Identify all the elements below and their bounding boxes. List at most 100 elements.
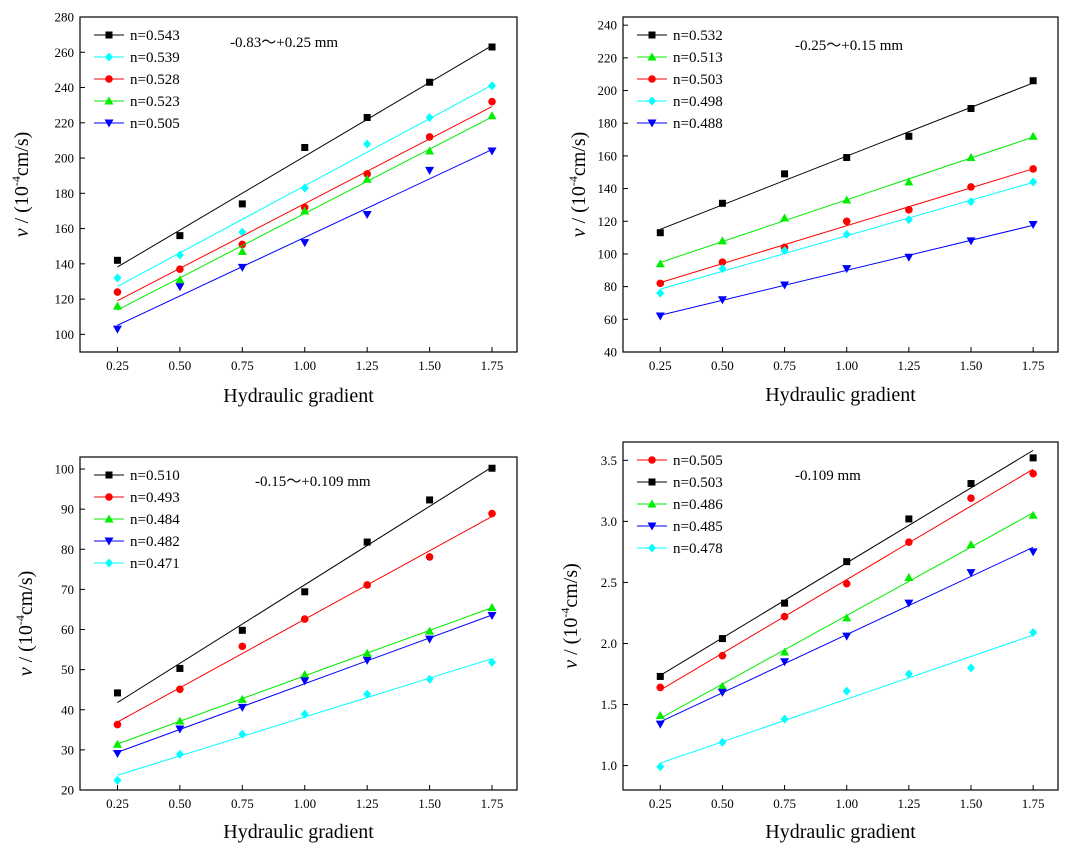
x-tick-label: 0.25 [106,796,129,811]
data-point [1028,548,1038,557]
legend-entry: n=0.488 [637,116,723,132]
data-point [488,509,496,518]
data-point [425,146,435,155]
data-point [112,325,122,334]
y-axis-label-var: v [568,223,590,237]
data-point [363,689,372,699]
series-n=0.478 [656,627,1038,772]
series-n=0.510 [113,464,496,704]
y-tick-label: 200 [55,151,75,166]
data-point [362,656,372,665]
x-tick-label: 1.75 [481,796,504,811]
y-tick-label: 220 [55,115,75,130]
y-axis-label-tail: cm/s) [15,571,37,615]
legend-label: n=0.482 [130,534,180,550]
x-tick-label: 1.50 [418,796,441,811]
data-point [237,703,247,712]
data-point [237,247,247,255]
data-point [175,749,184,759]
data-point [487,602,497,611]
data-point [966,153,976,162]
chart-panel-4: 0.25 0.50 0.75 1.00 1.25 1.50 1.75 1.0 1.5 2.0 2.5… [558,441,1059,843]
data-point [175,716,185,725]
data-point [113,288,122,296]
data-point [300,239,310,248]
y-tick-label: 40 [604,345,617,360]
data-point [1028,131,1038,140]
y-tick-label: 1.0 [601,758,617,773]
data-point [967,663,975,673]
data-point [905,538,913,546]
plot-frame [622,16,1059,353]
data-point [904,599,914,608]
legend-entry: n=0.532 [637,28,723,44]
x-tick-label: 0.50 [711,358,734,373]
x-tick-label: 1.00 [293,796,316,811]
legend-marker [105,52,113,62]
legend-entry: n=0.539 [94,50,180,66]
legend-label: n=0.505 [130,116,180,132]
size-range-annotation: -0.15～+0.109 mm [255,474,371,490]
legend-marker [104,96,114,105]
x-tick-label: 1.25 [356,358,379,373]
y-tick-label: 2.0 [601,636,617,651]
x-tick-label: 0.25 [649,796,672,811]
data-point [1029,469,1037,478]
series-n=0.484 [112,602,497,748]
x-tick-label: 1.50 [418,358,441,373]
legend-label: n=0.484 [130,512,180,528]
legend-label: n=0.488 [673,116,723,132]
series-n=0.485 [655,546,1038,729]
data-point [1029,165,1037,173]
legend-marker [647,52,657,61]
y-tick-label: 20 [61,783,74,798]
legend-marker [104,514,114,523]
data-point [363,114,371,121]
data-point [425,626,435,635]
data-point [426,78,434,86]
data-point [842,195,852,204]
legend-entry: n=0.493 [94,490,180,506]
legend-marker [647,522,657,531]
series-n=0.503 [656,165,1037,288]
series-n=0.498 [656,177,1038,298]
x-tick-label: 0.75 [773,358,796,373]
legend: n=0.543 n=0.539 n=0.528 n=0.523 n=0.505 [94,28,180,132]
legend-label: n=0.478 [673,541,723,557]
fit-line [117,149,493,326]
data-point [966,237,976,246]
x-axis-label: Hydraulic gradient [765,384,916,406]
y-axis-label-unit: / (10 [560,618,582,655]
y-tick-label: 160 [598,148,618,163]
legend-marker [104,537,114,546]
y-axis-label-exp: -4 [566,176,580,186]
y-axis-label-unit: / (10 [15,625,37,662]
data-point [175,250,184,260]
legend-entry: n=0.498 [637,94,723,110]
legend-marker [648,543,656,553]
data-point [488,464,496,472]
y-axis-label: v / (10-4cm/s) [13,571,37,677]
legend: n=0.510 n=0.493 n=0.484 n=0.482 n=0.471 [94,468,180,572]
series-n=0.532 [656,77,1037,237]
x-axis-label: Hydraulic gradient [765,821,916,843]
y-tick-label: 80 [61,542,74,557]
legend-marker [648,31,656,39]
y-tick-label: 3.5 [601,453,617,468]
data-point [175,725,185,734]
y-tick-label: 100 [598,246,618,261]
y-tick-label: 140 [55,256,75,271]
legend-entry: n=0.523 [94,94,180,110]
size-range-annotation: -0.109 mm [795,468,861,484]
series-n=0.505 [656,468,1037,692]
y-tick-label: 240 [598,18,618,33]
data-point [905,206,913,214]
data-point [966,569,976,578]
data-point [1028,221,1038,230]
data-point [238,200,246,208]
data-point [1029,177,1038,187]
y-axis-label-tail: cm/s) [560,563,582,607]
legend-label: n=0.498 [673,94,723,110]
legend-label: n=0.510 [130,468,180,484]
data-point [655,312,665,321]
